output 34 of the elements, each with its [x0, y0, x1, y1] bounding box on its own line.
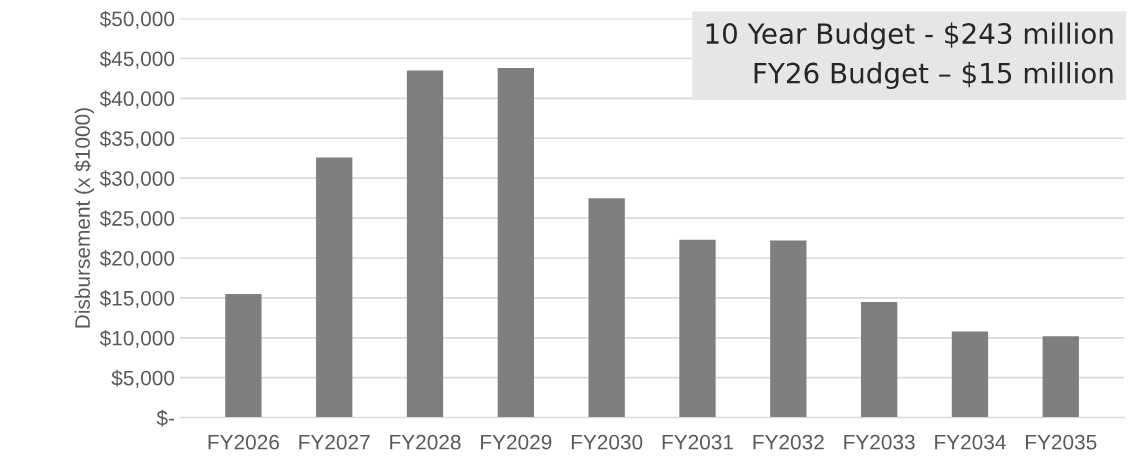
- bar: [588, 198, 625, 418]
- y-axis-title: Disbursement (x $1000): [74, 108, 95, 328]
- x-tick-label: FY2027: [299, 434, 370, 450]
- x-tick-label: FY2035: [1026, 434, 1097, 450]
- bar: [406, 70, 444, 418]
- x-tick-label: FY2026: [208, 434, 279, 450]
- y-tick-label: $20,000: [99, 250, 175, 269]
- annotation: 10 Year Budget - $243 million: [706, 22, 1113, 50]
- x-tick-label: FY2029: [481, 434, 552, 450]
- bar: [679, 239, 716, 418]
- y-tick-label: $40,000: [99, 90, 175, 109]
- y-tick-label: $50,000: [99, 10, 175, 29]
- bar: [497, 68, 535, 418]
- bar: [1042, 336, 1079, 418]
- bar: [951, 331, 989, 418]
- y-tick-label: $15,000: [99, 290, 175, 309]
- y-tick-label: $25,000: [99, 210, 175, 229]
- bar: [860, 301, 898, 418]
- x-tick-label: FY2028: [390, 434, 461, 450]
- annotation: FY26 Budget – $15 million: [754, 62, 1113, 89]
- x-tick-label: FY2032: [753, 434, 824, 450]
- x-tick-label: FY2033: [844, 434, 915, 450]
- bar: [770, 240, 807, 418]
- y-tick-label: $5,000: [111, 369, 175, 388]
- x-tick-label: FY2034: [935, 434, 1006, 450]
- y-tick-label: $35,000: [99, 130, 175, 149]
- y-tick-label: $30,000: [99, 170, 175, 189]
- bar: [316, 157, 353, 418]
- x-tick-label: FY2030: [571, 434, 643, 450]
- y-tick-label: $10,000: [99, 329, 175, 349]
- bar: [225, 293, 262, 418]
- y-tick-label: $-: [156, 409, 175, 427]
- y-tick-label: $45,000: [99, 50, 175, 69]
- x-tick-label: FY2031: [662, 434, 733, 450]
